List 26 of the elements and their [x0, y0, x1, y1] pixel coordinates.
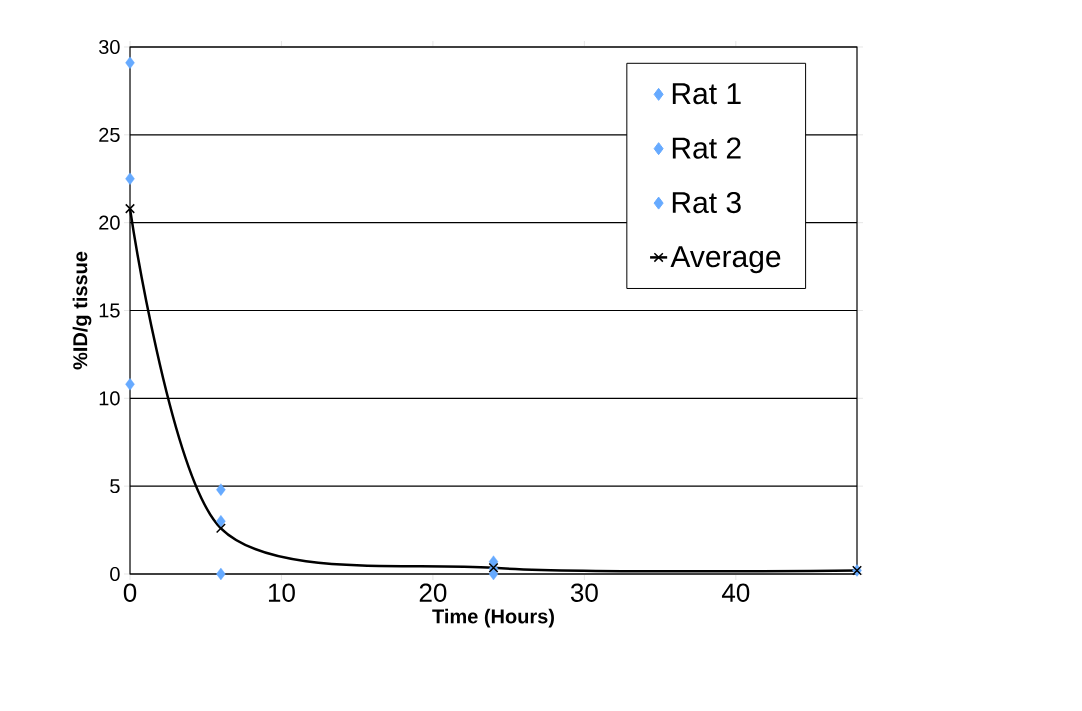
x-tick-label: 30 — [570, 583, 598, 602]
y-tick-label: 15 — [99, 303, 120, 318]
x-tick-label: 0 — [123, 583, 137, 602]
point — [125, 172, 135, 185]
x-tick-label: 40 — [721, 583, 750, 602]
y-tick-label: 25 — [99, 127, 120, 142]
y-tick-label: 20 — [99, 215, 120, 230]
x-tick-label: 10 — [268, 583, 295, 602]
y-tick-label: 5 — [110, 479, 120, 494]
point — [215, 523, 226, 534]
y-tick-label: 30 — [99, 39, 120, 55]
legend-label: Rat 3 — [672, 191, 741, 214]
x-tick-label: 20 — [419, 583, 447, 602]
point — [216, 515, 226, 528]
point — [216, 483, 226, 496]
point — [216, 567, 226, 581]
y-tick-label: 10 — [99, 391, 120, 406]
legend-label: Average — [670, 246, 781, 274]
point — [125, 203, 135, 214]
x-axis-title: Time (Hours) — [432, 608, 554, 628]
point — [125, 56, 135, 69]
y-axis-title: %ID/g tissue — [72, 251, 92, 370]
point — [125, 378, 135, 391]
legend-label: Rat 2 — [672, 137, 741, 159]
legend-label: Rat 1 — [672, 83, 741, 105]
y-tick-label: 0 — [110, 566, 120, 582]
